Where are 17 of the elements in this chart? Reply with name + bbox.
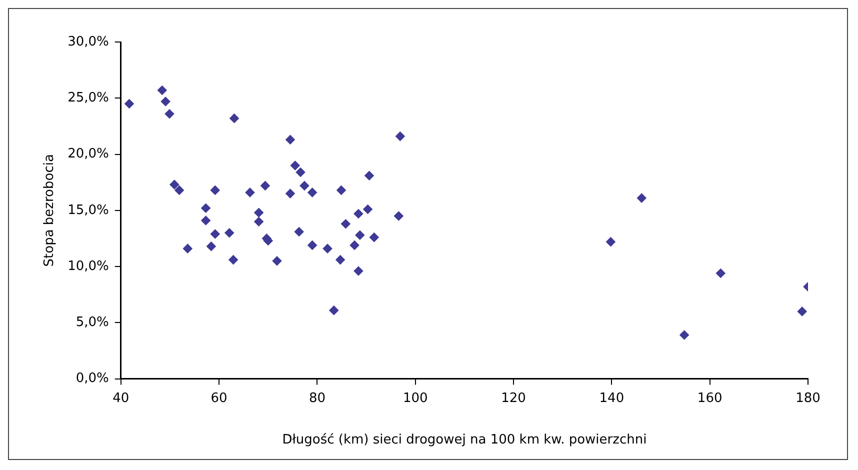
- x-tick-label: 180: [796, 390, 820, 406]
- y-tick-label: 5,0%: [76, 315, 109, 330]
- y-tick-label: 0,0%: [76, 371, 109, 386]
- x-tick-label: 40: [112, 390, 130, 406]
- x-tick-label: 140: [599, 390, 624, 406]
- y-tick-label: 10,0%: [68, 258, 109, 274]
- y-tick-label: 15,0%: [68, 202, 109, 218]
- x-tick-label: 120: [501, 390, 526, 406]
- x-tick-label: 160: [697, 390, 722, 406]
- y-tick-label: 25,0%: [68, 90, 109, 106]
- x-tick-label: 60: [210, 390, 228, 406]
- x-axis-title: Długość (km) sieci drogowej na 100 km kw. powierzchni: [282, 432, 647, 448]
- x-tick-label: 80: [308, 390, 326, 406]
- y-tick-label: 20,0%: [68, 146, 109, 162]
- y-tick-label: 30,0%: [68, 34, 109, 50]
- x-tick-label: 100: [402, 390, 428, 406]
- y-axis-title: Stopa bezrobocia: [42, 154, 58, 267]
